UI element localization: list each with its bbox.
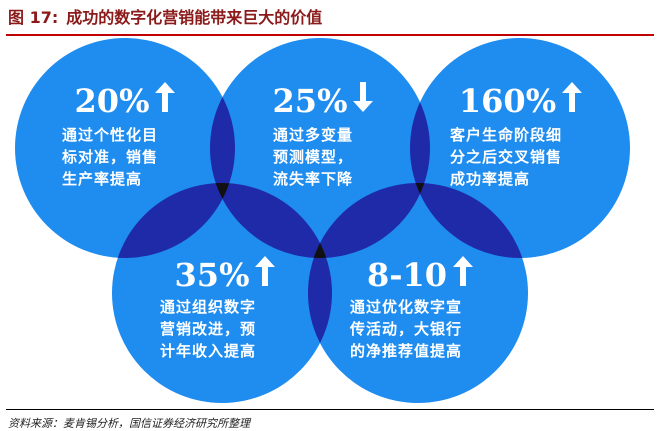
desc-bottom-left: 通过组织数字 营销改进，预 计年收入提高 (160, 296, 290, 362)
arrow-down-icon (353, 82, 374, 119)
arrow-up-icon (453, 256, 474, 293)
stat-top-left: 20% (40, 82, 210, 119)
desc-line: 客户生命阶段细 (450, 126, 563, 144)
stat-value: 20% (74, 81, 150, 120)
arrow-up-icon (562, 82, 583, 119)
arrow-up-icon (255, 256, 276, 293)
stat-value: 160% (458, 81, 557, 120)
overlap-tc-bl (210, 183, 332, 258)
stat-value: 8-10 (366, 255, 448, 294)
arrow-up-icon (155, 82, 176, 119)
figure-title: 图 17: 成功的数字化营销能带来巨大的价值 (8, 6, 322, 30)
desc-line: 流失率下降 (273, 170, 354, 188)
desc-line: 通过个性化目 (62, 126, 159, 144)
desc-top-center: 通过多变量 预测模型， 流失率下降 (273, 124, 393, 190)
desc-top-left: 通过个性化目 标对准，销售 生产率提高 (62, 124, 192, 190)
desc-line: 营销改进，预 (160, 320, 257, 338)
source-divider (6, 409, 654, 410)
desc-line: 通过优化数字宣 (350, 298, 463, 316)
source-note: 资料来源：麦肯锡分析，国信证券经济研究所整理 (8, 417, 250, 430)
desc-line: 成功率提高 (450, 170, 531, 188)
stat-bottom-left: 35% (140, 256, 310, 293)
desc-line: 传活动，大银行 (350, 320, 463, 338)
overlap-tr-br (410, 183, 528, 258)
desc-bottom-right: 通过优化数字宣 传活动，大银行 的净推荐值提高 (350, 296, 500, 362)
stat-value: 25% (272, 81, 348, 120)
desc-line: 通过多变量 (273, 126, 354, 144)
desc-line: 预测模型， (273, 148, 354, 166)
desc-line: 生产率提高 (62, 170, 143, 188)
title-divider (6, 34, 654, 36)
desc-line: 通过组织数字 (160, 298, 257, 316)
stat-top-center: 25% (238, 82, 408, 119)
stat-top-right: 160% (428, 82, 613, 119)
desc-line: 分之后交叉销售 (450, 148, 563, 166)
figure-title-text: 成功的数字化营销能带来巨大的价值 (66, 8, 323, 27)
desc-line: 的净推荐值提高 (350, 342, 463, 360)
stat-bottom-right: 8-10 (335, 256, 505, 293)
desc-line: 标对准，销售 (62, 148, 159, 166)
overlap-tl-bl (112, 183, 235, 258)
desc-line: 计年收入提高 (160, 342, 257, 360)
figure-label: 图 17: (8, 8, 59, 27)
stat-value: 35% (174, 255, 250, 294)
overlap-tc-br (308, 183, 430, 258)
desc-top-right: 客户生命阶段细 分之后交叉销售 成功率提高 (450, 124, 600, 190)
